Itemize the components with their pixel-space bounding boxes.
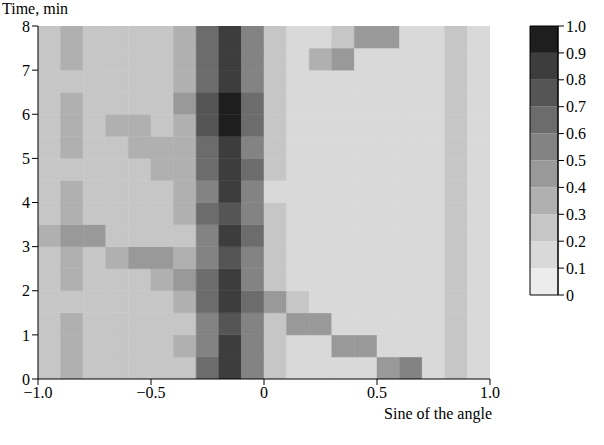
svg-text:4: 4 [22,194,30,211]
html-text:Sine of the angle: Sine of the angle [384,405,492,422]
svg-text:5: 5 [22,150,30,167]
svg-text:0.4: 0.4 [566,179,586,196]
svg-text:1: 1 [22,327,30,344]
svg-text:0.7: 0.7 [566,98,586,115]
svg-text:3: 3 [22,238,30,255]
svg-text:7: 7 [22,62,30,79]
svg-text:0.5: 0.5 [566,152,586,169]
svg-text:0.3: 0.3 [566,206,586,223]
svg-text:2: 2 [22,282,30,299]
svg-text:1.0: 1.0 [566,18,586,35]
svg-text:6: 6 [22,106,30,123]
svg-text:0.5: 0.5 [367,384,387,401]
svg-text:−1.0: −1.0 [23,384,53,402]
svg-text:0.6: 0.6 [566,125,586,142]
svg-text:−0.5: −0.5 [136,384,165,401]
svg-text:8: 8 [22,18,30,35]
html-text:Time, min: Time, min [2,0,69,17]
svg-text:0: 0 [566,287,574,304]
svg-text:0: 0 [22,371,30,388]
svg-text:0: 0 [260,384,268,401]
svg-text:0.2: 0.2 [566,233,586,250]
svg-text:0.8: 0.8 [566,71,586,88]
svg-text:0.9: 0.9 [566,45,586,62]
svg-text:0.1: 0.1 [566,260,586,277]
svg-text:1.0: 1.0 [480,384,500,401]
